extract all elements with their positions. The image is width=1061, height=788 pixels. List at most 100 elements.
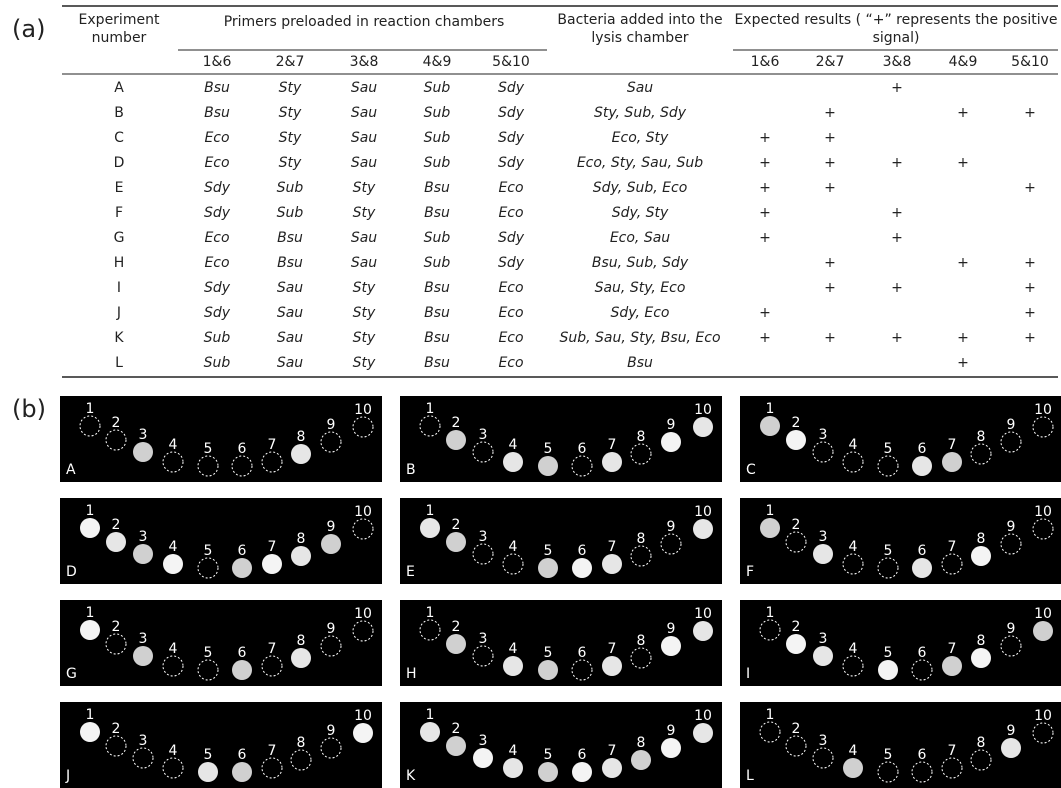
chamber-number: 9 xyxy=(327,519,336,535)
primer: Bsu xyxy=(424,305,450,321)
chamber-spot xyxy=(446,430,466,450)
primer: Sdy xyxy=(498,105,525,121)
chamber-number: 4 xyxy=(169,539,178,555)
result: + xyxy=(891,280,903,296)
chamber-number: 9 xyxy=(667,621,676,637)
result: + xyxy=(957,355,969,371)
primer: Sau xyxy=(277,330,303,346)
chamber-number: 2 xyxy=(792,721,801,737)
experiment-id: E xyxy=(115,180,124,196)
chamber-number: 9 xyxy=(1007,519,1016,535)
chamber-number: 4 xyxy=(849,641,858,657)
chamber-spot xyxy=(163,554,183,574)
chamber-spot xyxy=(133,646,153,666)
primer: Sub xyxy=(277,205,304,221)
chamber-number: 10 xyxy=(694,504,712,520)
image-label: E xyxy=(406,564,415,580)
result: + xyxy=(1024,105,1036,121)
primer: Sty xyxy=(353,280,376,296)
result: + xyxy=(957,255,969,271)
chamber-spot xyxy=(133,442,153,462)
image-label: A xyxy=(66,462,76,478)
primer: Bsu xyxy=(424,280,450,296)
bacteria: Eco, Sau xyxy=(610,230,670,246)
primer: Sub xyxy=(424,105,451,121)
chamber-number: 2 xyxy=(452,415,461,431)
chamber-spot xyxy=(813,646,833,666)
chamber-spot xyxy=(693,519,713,539)
chamber-spot xyxy=(291,444,311,464)
result: + xyxy=(891,155,903,171)
bacteria: Sau, Sty, Eco xyxy=(595,280,686,296)
primer: Sdy xyxy=(204,280,231,296)
primer: Bsu xyxy=(424,355,450,371)
subheader: 2&7 xyxy=(276,54,305,70)
primer: Sty xyxy=(353,205,376,221)
chamber-number: 1 xyxy=(766,503,775,519)
primer: Eco xyxy=(498,330,523,346)
chamber-number: 5 xyxy=(884,645,893,661)
primer: Sty xyxy=(279,80,302,96)
chamber-number: 3 xyxy=(479,427,488,443)
bacteria: Sau xyxy=(627,80,653,96)
primer: Sau xyxy=(351,80,377,96)
chamber-number: 6 xyxy=(238,645,247,661)
chamber-number: 6 xyxy=(918,645,927,661)
chamber-number: 7 xyxy=(948,641,957,657)
chamber-spot xyxy=(291,546,311,566)
chamber-spot xyxy=(106,532,126,552)
chamber-number: 3 xyxy=(139,529,148,545)
chamber-number: 5 xyxy=(544,543,553,559)
subheader: 4&9 xyxy=(949,54,978,70)
primer: Sdy xyxy=(498,230,525,246)
experiment-id: K xyxy=(114,330,124,346)
primer: Sau xyxy=(351,155,377,171)
experiment-id: J xyxy=(116,305,121,321)
experiment-id: C xyxy=(114,130,124,146)
result: + xyxy=(759,155,771,171)
chamber-number: 2 xyxy=(112,619,121,635)
primer: Bsu xyxy=(424,330,450,346)
chamber-spot xyxy=(133,544,153,564)
chamber-number: 7 xyxy=(608,437,617,453)
chamber-number: 8 xyxy=(977,633,986,649)
result: + xyxy=(824,280,836,296)
chamber-number: 8 xyxy=(297,735,306,751)
primer: Sau xyxy=(277,355,303,371)
chamber-number: 8 xyxy=(637,633,646,649)
chamber-number: 7 xyxy=(268,743,277,759)
chamber-number: 5 xyxy=(204,645,213,661)
chamber-spot xyxy=(693,621,713,641)
primer: Bsu xyxy=(204,105,230,121)
chamber-spot xyxy=(971,648,991,668)
primer: Sub xyxy=(424,255,451,271)
result: + xyxy=(957,330,969,346)
chamber-number: 3 xyxy=(479,529,488,545)
primer: Sdy xyxy=(498,130,525,146)
experiment-id: A xyxy=(114,80,124,96)
chamber-number: 9 xyxy=(1007,621,1016,637)
header-text: Expected results ( “+” represents the po… xyxy=(734,12,1057,28)
chamber-spot xyxy=(538,762,558,782)
primer: Eco xyxy=(498,305,523,321)
chamber-number: 10 xyxy=(694,402,712,418)
chamber-number: 5 xyxy=(884,441,893,457)
chamber-spot xyxy=(661,636,681,656)
chamber-number: 6 xyxy=(238,441,247,457)
result: + xyxy=(891,330,903,346)
experiment-id: F xyxy=(115,205,123,221)
chamber-spot xyxy=(538,558,558,578)
chamber-number: 2 xyxy=(452,619,461,635)
primer: Sub xyxy=(204,355,231,371)
chamber-number: 10 xyxy=(694,606,712,622)
result: + xyxy=(824,255,836,271)
image-label: H xyxy=(406,666,417,682)
chamber-spot xyxy=(572,558,592,578)
chamber-spot xyxy=(262,554,282,574)
primer: Sdy xyxy=(498,155,525,171)
result: + xyxy=(759,230,771,246)
chamber-spot xyxy=(473,748,493,768)
gel-image xyxy=(60,600,382,686)
bacteria: Sdy, Sub, Eco xyxy=(593,180,688,196)
result: + xyxy=(759,130,771,146)
